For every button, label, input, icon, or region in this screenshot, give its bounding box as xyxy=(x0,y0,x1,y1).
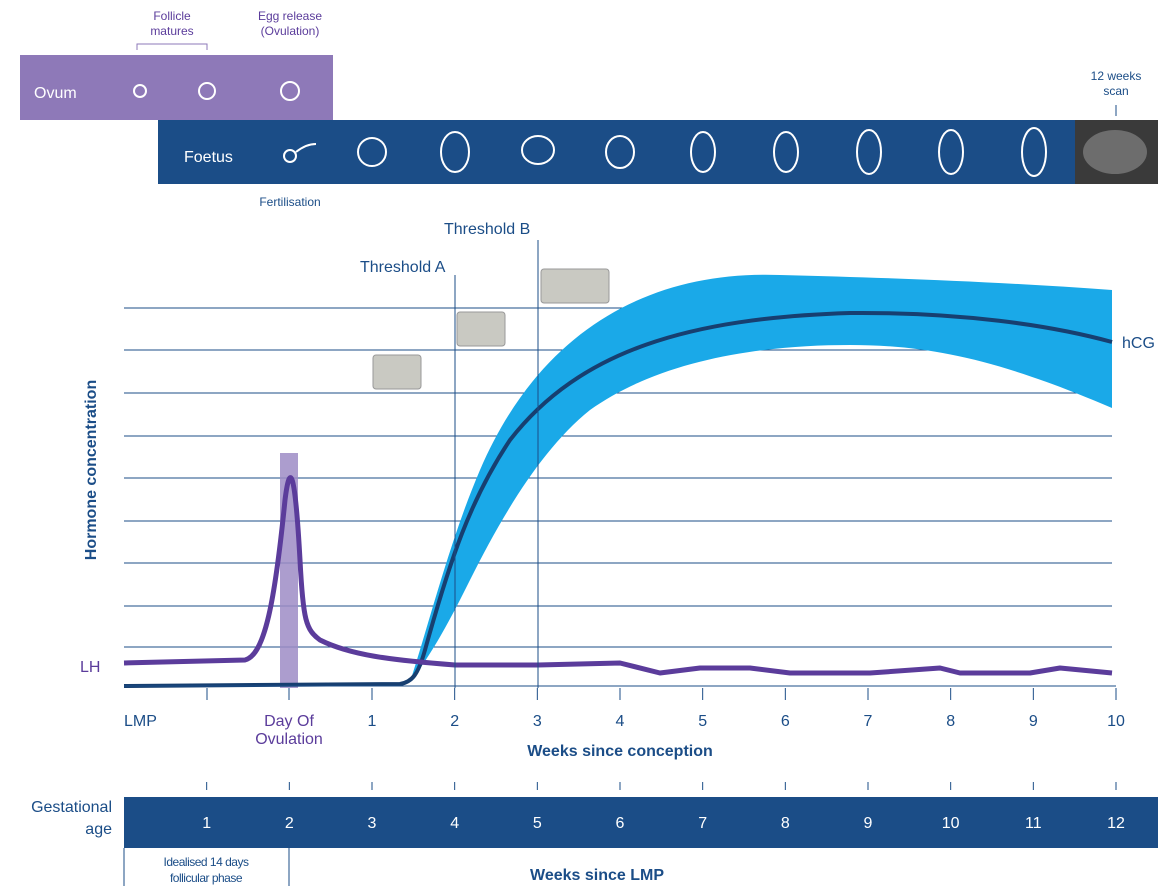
icon xyxy=(295,143,317,153)
foetus-icons xyxy=(283,127,1047,177)
icon xyxy=(133,84,147,98)
label: Threshold B xyxy=(444,221,530,238)
icon xyxy=(198,82,216,100)
x-ticks: 1 2 3 4 5 6 7 8 9 10 xyxy=(206,688,1125,730)
label: (Ovulation) xyxy=(261,24,320,38)
label: Gestational xyxy=(31,799,112,816)
week-label: 5 xyxy=(533,815,542,832)
x-label: 3 xyxy=(533,713,542,730)
x-label: 8 xyxy=(946,713,955,730)
icon xyxy=(283,149,297,163)
note: Idealised 14 days xyxy=(164,855,249,869)
week-label: 11 xyxy=(1025,815,1042,832)
lh-line xyxy=(123,475,1113,676)
label: Foetus xyxy=(184,149,233,166)
x-label: 10 xyxy=(1107,713,1125,730)
foetus-bar xyxy=(158,120,1075,184)
test-strip xyxy=(372,354,422,390)
icon xyxy=(440,131,470,173)
label: LH xyxy=(80,659,100,676)
hcg-band xyxy=(410,274,1112,682)
week-label: 3 xyxy=(368,815,377,832)
icon xyxy=(280,81,300,101)
icon xyxy=(1021,127,1047,177)
label: Threshold A xyxy=(360,259,446,276)
bracket xyxy=(136,43,208,50)
x-label: LMP xyxy=(124,713,157,730)
x-label: 4 xyxy=(616,713,625,730)
label: Ovum xyxy=(34,85,77,102)
label: Fertilisation xyxy=(259,195,320,209)
week-label: 1 xyxy=(202,815,211,832)
y-axis-label: Hormone concentration xyxy=(83,380,100,560)
label: scan xyxy=(1103,84,1128,98)
week-label: 2 xyxy=(285,815,294,832)
week-label: 12 xyxy=(1107,815,1125,832)
gestation-bar xyxy=(124,797,1158,848)
label: age xyxy=(85,821,112,838)
test-strip xyxy=(456,311,506,347)
x-label: 9 xyxy=(1029,713,1038,730)
x-label: Day Of xyxy=(264,713,314,730)
x-label: Ovulation xyxy=(255,731,323,748)
icon xyxy=(521,135,555,165)
icon xyxy=(605,135,635,169)
week-label: 7 xyxy=(698,815,707,832)
test-strip xyxy=(540,268,610,304)
icon xyxy=(690,131,716,173)
label: Follicle xyxy=(153,9,191,23)
axis-label: Weeks since LMP xyxy=(530,867,664,884)
label: 12 weeks xyxy=(1091,69,1142,83)
week-label: 6 xyxy=(616,815,625,832)
icon xyxy=(938,129,964,175)
label: hCG xyxy=(1122,335,1155,352)
x-label: 5 xyxy=(698,713,707,730)
icon xyxy=(357,137,387,167)
ovum-icons xyxy=(133,81,300,101)
scan-image xyxy=(1083,130,1147,174)
x-label: 1 xyxy=(368,713,377,730)
x-label: 6 xyxy=(781,713,790,730)
icon xyxy=(856,129,882,175)
hcg-line xyxy=(123,310,1113,688)
gestation-ticks: 1 2 3 4 5 6 7 8 9 10 11 12 xyxy=(202,782,1125,832)
week-label: 4 xyxy=(450,815,459,832)
week-label: 9 xyxy=(864,815,873,832)
note: follicular phase xyxy=(170,871,243,885)
label: matures xyxy=(150,24,193,38)
x-axis-label: Weeks since conception xyxy=(527,743,713,760)
week-label: 10 xyxy=(942,815,960,832)
x-label: 7 xyxy=(864,713,873,730)
label: Egg release xyxy=(258,9,322,23)
icon xyxy=(773,131,799,173)
x-label: 2 xyxy=(450,713,459,730)
week-label: 8 xyxy=(781,815,790,832)
